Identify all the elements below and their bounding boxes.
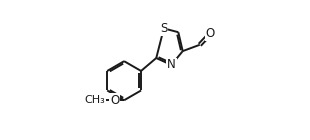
Text: N: N	[167, 59, 176, 71]
Text: S: S	[160, 22, 167, 35]
Text: CH₃: CH₃	[84, 95, 105, 105]
Text: O: O	[110, 94, 119, 107]
Text: O: O	[206, 27, 215, 40]
